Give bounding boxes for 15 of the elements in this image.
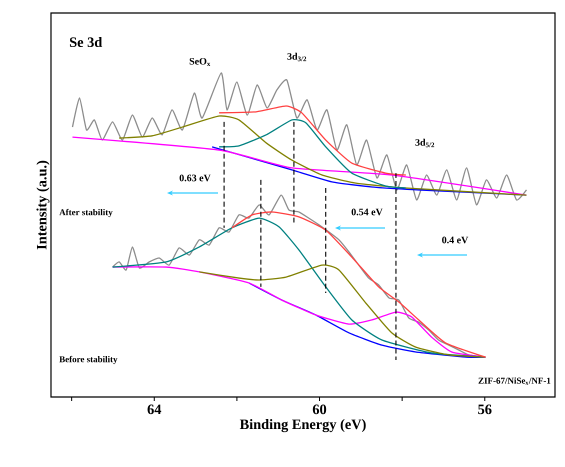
x-tick-label: 56 xyxy=(478,404,492,414)
text: Se 3d xyxy=(70,36,102,48)
text: 3d$_{3/2}$ xyxy=(287,52,306,62)
y-axis-title: Intensity (a.u.) xyxy=(36,160,50,250)
annotation: 0.4 eV xyxy=(442,236,468,244)
annotation: After stability xyxy=(59,208,113,218)
annotation: 0.63 eV xyxy=(180,174,211,182)
x-axis-title: Binding Energy (eV) xyxy=(240,419,366,432)
annotation: 3d$_{5/2}$ xyxy=(415,138,434,148)
text: SeO$_{x}$ xyxy=(190,58,210,66)
annotation: ZIF-67/NiSe$_{x}$/NF-1 xyxy=(478,377,550,385)
x-tick-label: 60 xyxy=(312,404,326,414)
x-tick-label: 64 xyxy=(148,404,162,414)
annotation: Before stability xyxy=(59,356,118,364)
annotation: 0.54 eV xyxy=(352,208,383,216)
